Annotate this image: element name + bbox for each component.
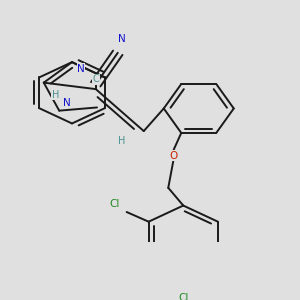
Text: Cl: Cl	[110, 199, 120, 209]
Text: N: N	[118, 34, 126, 44]
Text: H: H	[52, 89, 59, 100]
Text: C: C	[92, 74, 99, 84]
Text: Cl: Cl	[178, 292, 188, 300]
Text: N: N	[63, 98, 71, 108]
Text: H: H	[118, 136, 125, 146]
Text: N: N	[77, 64, 85, 74]
Text: O: O	[169, 151, 177, 160]
